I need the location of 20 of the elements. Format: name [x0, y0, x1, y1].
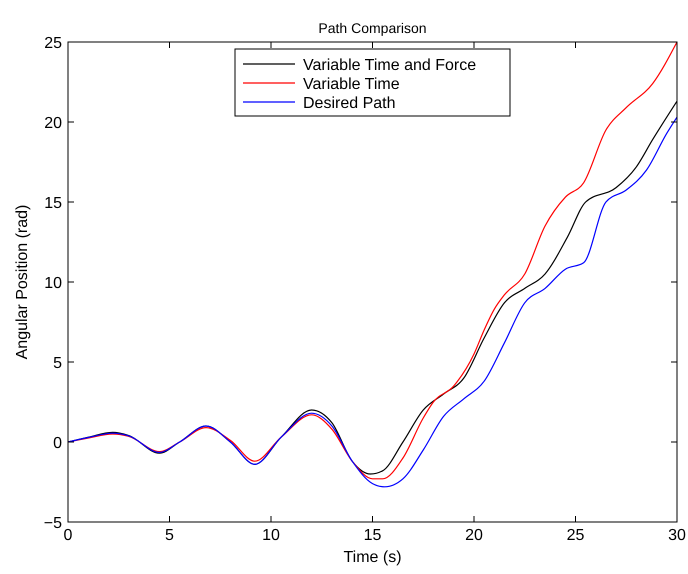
chart-title: Path Comparison	[318, 20, 427, 36]
x-axis-title: Time (s)	[343, 549, 402, 566]
x-tick-label: 5	[165, 527, 174, 544]
legend-label: Desired Path	[303, 95, 396, 112]
y-tick-label: 25	[44, 35, 62, 52]
y-tick-label: 10	[44, 275, 62, 292]
legend-label: Variable Time and Force	[303, 57, 476, 74]
x-tick-label: 30	[668, 527, 686, 544]
y-axis-title: Angular Position (rad)	[14, 204, 31, 360]
y-tick-label: 15	[44, 195, 62, 212]
x-tick-label: 10	[262, 527, 280, 544]
y-tick-label: −5	[44, 515, 62, 532]
x-tick-label: 15	[364, 527, 382, 544]
x-tick-label: 25	[566, 527, 584, 544]
y-tick-label: 0	[53, 435, 62, 452]
x-tick-label: 20	[465, 527, 483, 544]
x-tick-label: 0	[64, 527, 73, 544]
y-tick-label: 5	[53, 355, 62, 372]
legend-label: Variable Time	[303, 76, 400, 93]
y-tick-label: 20	[44, 115, 62, 132]
